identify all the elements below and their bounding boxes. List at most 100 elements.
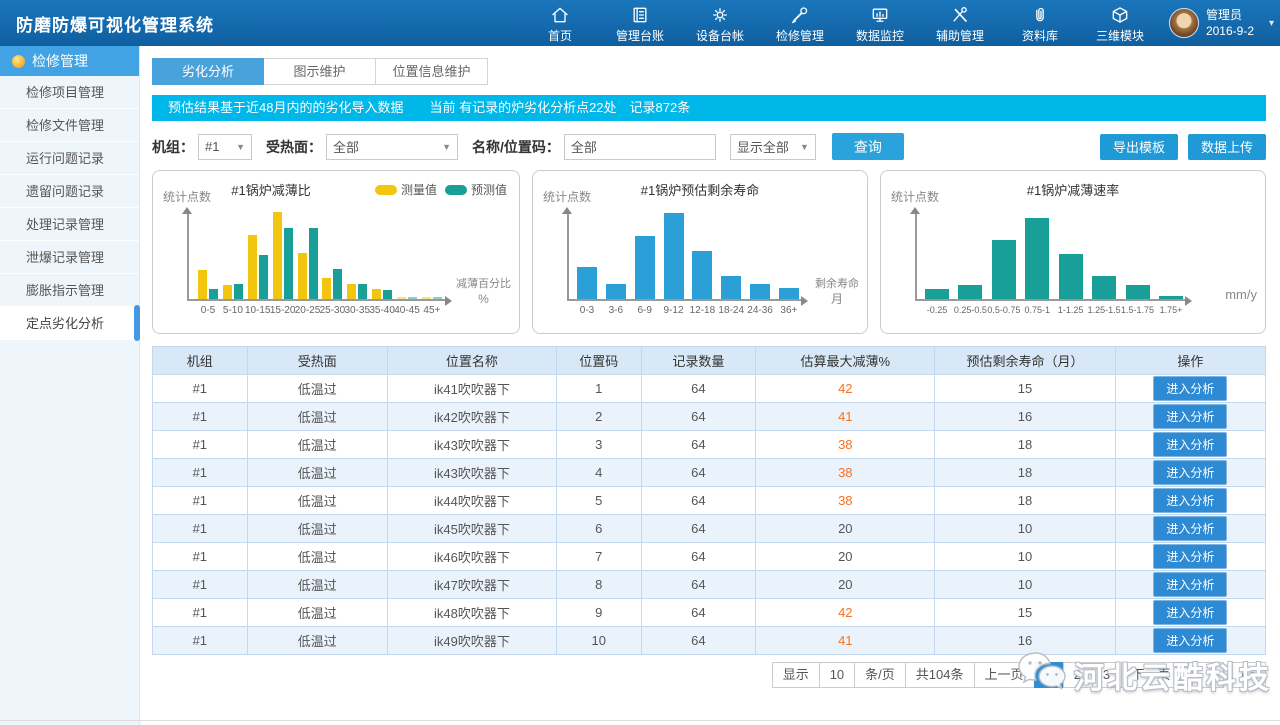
enter-analysis-button[interactable]: 进入分析 — [1153, 572, 1228, 597]
tick-label: 0.25-0.5 — [953, 305, 987, 315]
cell-position-name: ik49吹吹器下 — [386, 626, 558, 655]
cell-action: 进入分析 — [1114, 542, 1267, 571]
data-upload-button[interactable]: 数据上传 — [1188, 133, 1266, 160]
pagination-item[interactable]: 显示 — [771, 662, 820, 688]
enter-analysis-button[interactable]: 进入分析 — [1153, 488, 1228, 513]
bar — [421, 297, 431, 299]
cell-remaining-life: 16 — [934, 626, 1116, 655]
pagination: 显示 10 条/页 共104条 上一页 1 2 3 下一页 go — [152, 662, 1266, 688]
nav-item-device[interactable]: 设备台帐 — [680, 2, 760, 44]
sidebar-item-run-issue[interactable]: 运行问题记录 — [0, 142, 139, 175]
bar — [233, 284, 243, 299]
bar — [198, 270, 207, 299]
bottom-divider — [0, 720, 1280, 721]
display-select[interactable]: 显示全部 ▼ — [729, 133, 816, 160]
enter-analysis-button[interactable]: 进入分析 — [1153, 460, 1228, 485]
bar — [958, 285, 983, 299]
unit-label: 机组： — [152, 138, 194, 155]
cube-icon — [1110, 5, 1130, 25]
tick-label: 0.5-0.75 — [987, 305, 1021, 315]
cell-position-code: 10 — [556, 626, 642, 655]
enter-analysis-button[interactable]: 进入分析 — [1153, 544, 1228, 569]
cell-remaining-life: 15 — [934, 374, 1116, 403]
nav-item-home[interactable]: 首页 — [520, 2, 600, 44]
cell-position-code: 8 — [556, 570, 642, 599]
tab[interactable]: 图示维护 — [264, 58, 376, 85]
gear-icon — [710, 5, 730, 25]
bar-group: 45+ — [421, 297, 443, 316]
table-header-cell: 估算最大减薄% — [755, 346, 936, 375]
bar-group: 10-15 — [245, 235, 271, 316]
tab[interactable]: 劣化分析 — [152, 58, 264, 85]
cell-position-name: ik46吹吹器下 — [386, 542, 558, 571]
pagination-item[interactable]: 10 — [818, 662, 856, 688]
sidebar-item-degrade[interactable]: 定点劣化分析 — [0, 305, 140, 341]
nav-item-repair[interactable]: 检修管理 — [760, 2, 840, 44]
tick-label: 1.75+ — [1159, 305, 1183, 315]
pagination-item[interactable]: 条/页 — [854, 662, 906, 688]
enter-analysis-button[interactable]: 进入分析 — [1153, 600, 1228, 625]
chart-panel-remaining-life: #1锅炉预估剩余寿命 统计点数 0-3 3-6 6-9 9-12 12-18 18-24 2… — [532, 170, 868, 334]
tab[interactable]: 位置信息维护 — [376, 58, 488, 85]
enter-analysis-button[interactable]: 进入分析 — [1153, 516, 1228, 541]
tick-label: 15-20 — [269, 305, 296, 316]
nav-item-3d[interactable]: 三维模块 — [1080, 2, 1160, 44]
cell-record-count: 64 — [640, 374, 757, 403]
sidebar-item-files[interactable]: 检修文件管理 — [0, 109, 139, 142]
page-jump-input[interactable] — [1191, 662, 1224, 688]
nav-item-library[interactable]: 资料库 — [1000, 2, 1080, 44]
cell-record-count: 64 — [640, 626, 757, 655]
pagination-item[interactable]: 上一页 — [973, 662, 1035, 688]
name-code-input[interactable] — [563, 133, 716, 160]
bar-group: 5-10 — [222, 284, 244, 316]
bar-group: 35-40 — [369, 289, 395, 316]
bar — [372, 289, 382, 299]
monitor-icon — [870, 5, 890, 25]
bar — [209, 289, 218, 299]
pagination-item[interactable]: 下一页 — [1120, 662, 1182, 688]
cell-unit: #1 — [152, 542, 248, 571]
table-row: #1 低温过 ik44吹吹器下 5 64 38 18 进入分析 — [152, 486, 1267, 515]
pagination-item[interactable]: 共104条 — [904, 662, 975, 688]
enter-analysis-button[interactable]: 进入分析 — [1153, 432, 1228, 457]
user-date: 2016-9-2 — [1205, 24, 1254, 38]
unit-select[interactable]: #1 ▼ — [198, 133, 252, 160]
cell-position-code: 5 — [556, 486, 642, 515]
bar-group: 1.5-1.75 — [1121, 285, 1154, 315]
sidebar-item-handle[interactable]: 处理记录管理 — [0, 208, 139, 241]
enter-analysis-button[interactable]: 进入分析 — [1153, 376, 1228, 401]
nav-item-aux[interactable]: 辅助管理 — [920, 2, 1000, 44]
sidebar-item-leftover[interactable]: 遗留问题记录 — [0, 175, 139, 208]
pagination-item[interactable]: 2 — [1062, 662, 1093, 688]
cell-surface: 低温过 — [246, 402, 388, 431]
nav-item-ledger[interactable]: 管理台账 — [600, 2, 680, 44]
user-box[interactable]: 管理员 2016-9-2 — [1168, 0, 1254, 46]
cell-action: 进入分析 — [1114, 402, 1267, 431]
cell-max-thinning: 42 — [755, 598, 936, 627]
cell-max-thinning: 38 — [755, 430, 936, 459]
charts-row: #1锅炉减薄比 统计点数 测量值 预测值 0-5 5-10 10-15 15-20 20… — [152, 170, 1266, 334]
cell-max-thinning: 20 — [755, 570, 936, 599]
avatar — [1168, 8, 1199, 38]
chevron-down-icon[interactable]: ▾ — [1268, 18, 1274, 29]
sidebar-item-leak[interactable]: 泄爆记录管理 — [0, 241, 139, 274]
go-button[interactable]: go — [1231, 662, 1266, 688]
export-template-button[interactable]: 导出模板 — [1100, 133, 1178, 160]
legend-item: 预测值 — [444, 181, 507, 198]
sidebar-item-project[interactable]: 检修项目管理 — [0, 76, 139, 109]
sidebar-item-expand[interactable]: 膨胀指示管理 — [0, 274, 139, 307]
enter-analysis-button[interactable]: 进入分析 — [1153, 404, 1228, 429]
pagination-item[interactable]: 3 — [1091, 662, 1122, 688]
cell-max-thinning: 20 — [755, 514, 936, 543]
nav-item-monitor[interactable]: 数据监控 — [840, 2, 920, 44]
pagination-item[interactable]: 1 — [1033, 662, 1064, 688]
tick-label: 45+ — [423, 305, 441, 316]
cell-remaining-life: 10 — [934, 570, 1116, 599]
enter-analysis-button[interactable]: 进入分析 — [1153, 628, 1228, 653]
bar-group: 25-30 — [320, 269, 345, 316]
cell-unit: #1 — [152, 626, 248, 655]
chart-panel-thinning-rate: #1锅炉减薄速率 统计点数 -0.25 0.25-0.5 0.5-0.75 0.75-… — [880, 170, 1266, 334]
table-header-cell: 操作 — [1114, 346, 1267, 375]
query-button[interactable]: 查询 — [831, 133, 904, 160]
surface-select[interactable]: 全部 ▼ — [326, 133, 458, 160]
